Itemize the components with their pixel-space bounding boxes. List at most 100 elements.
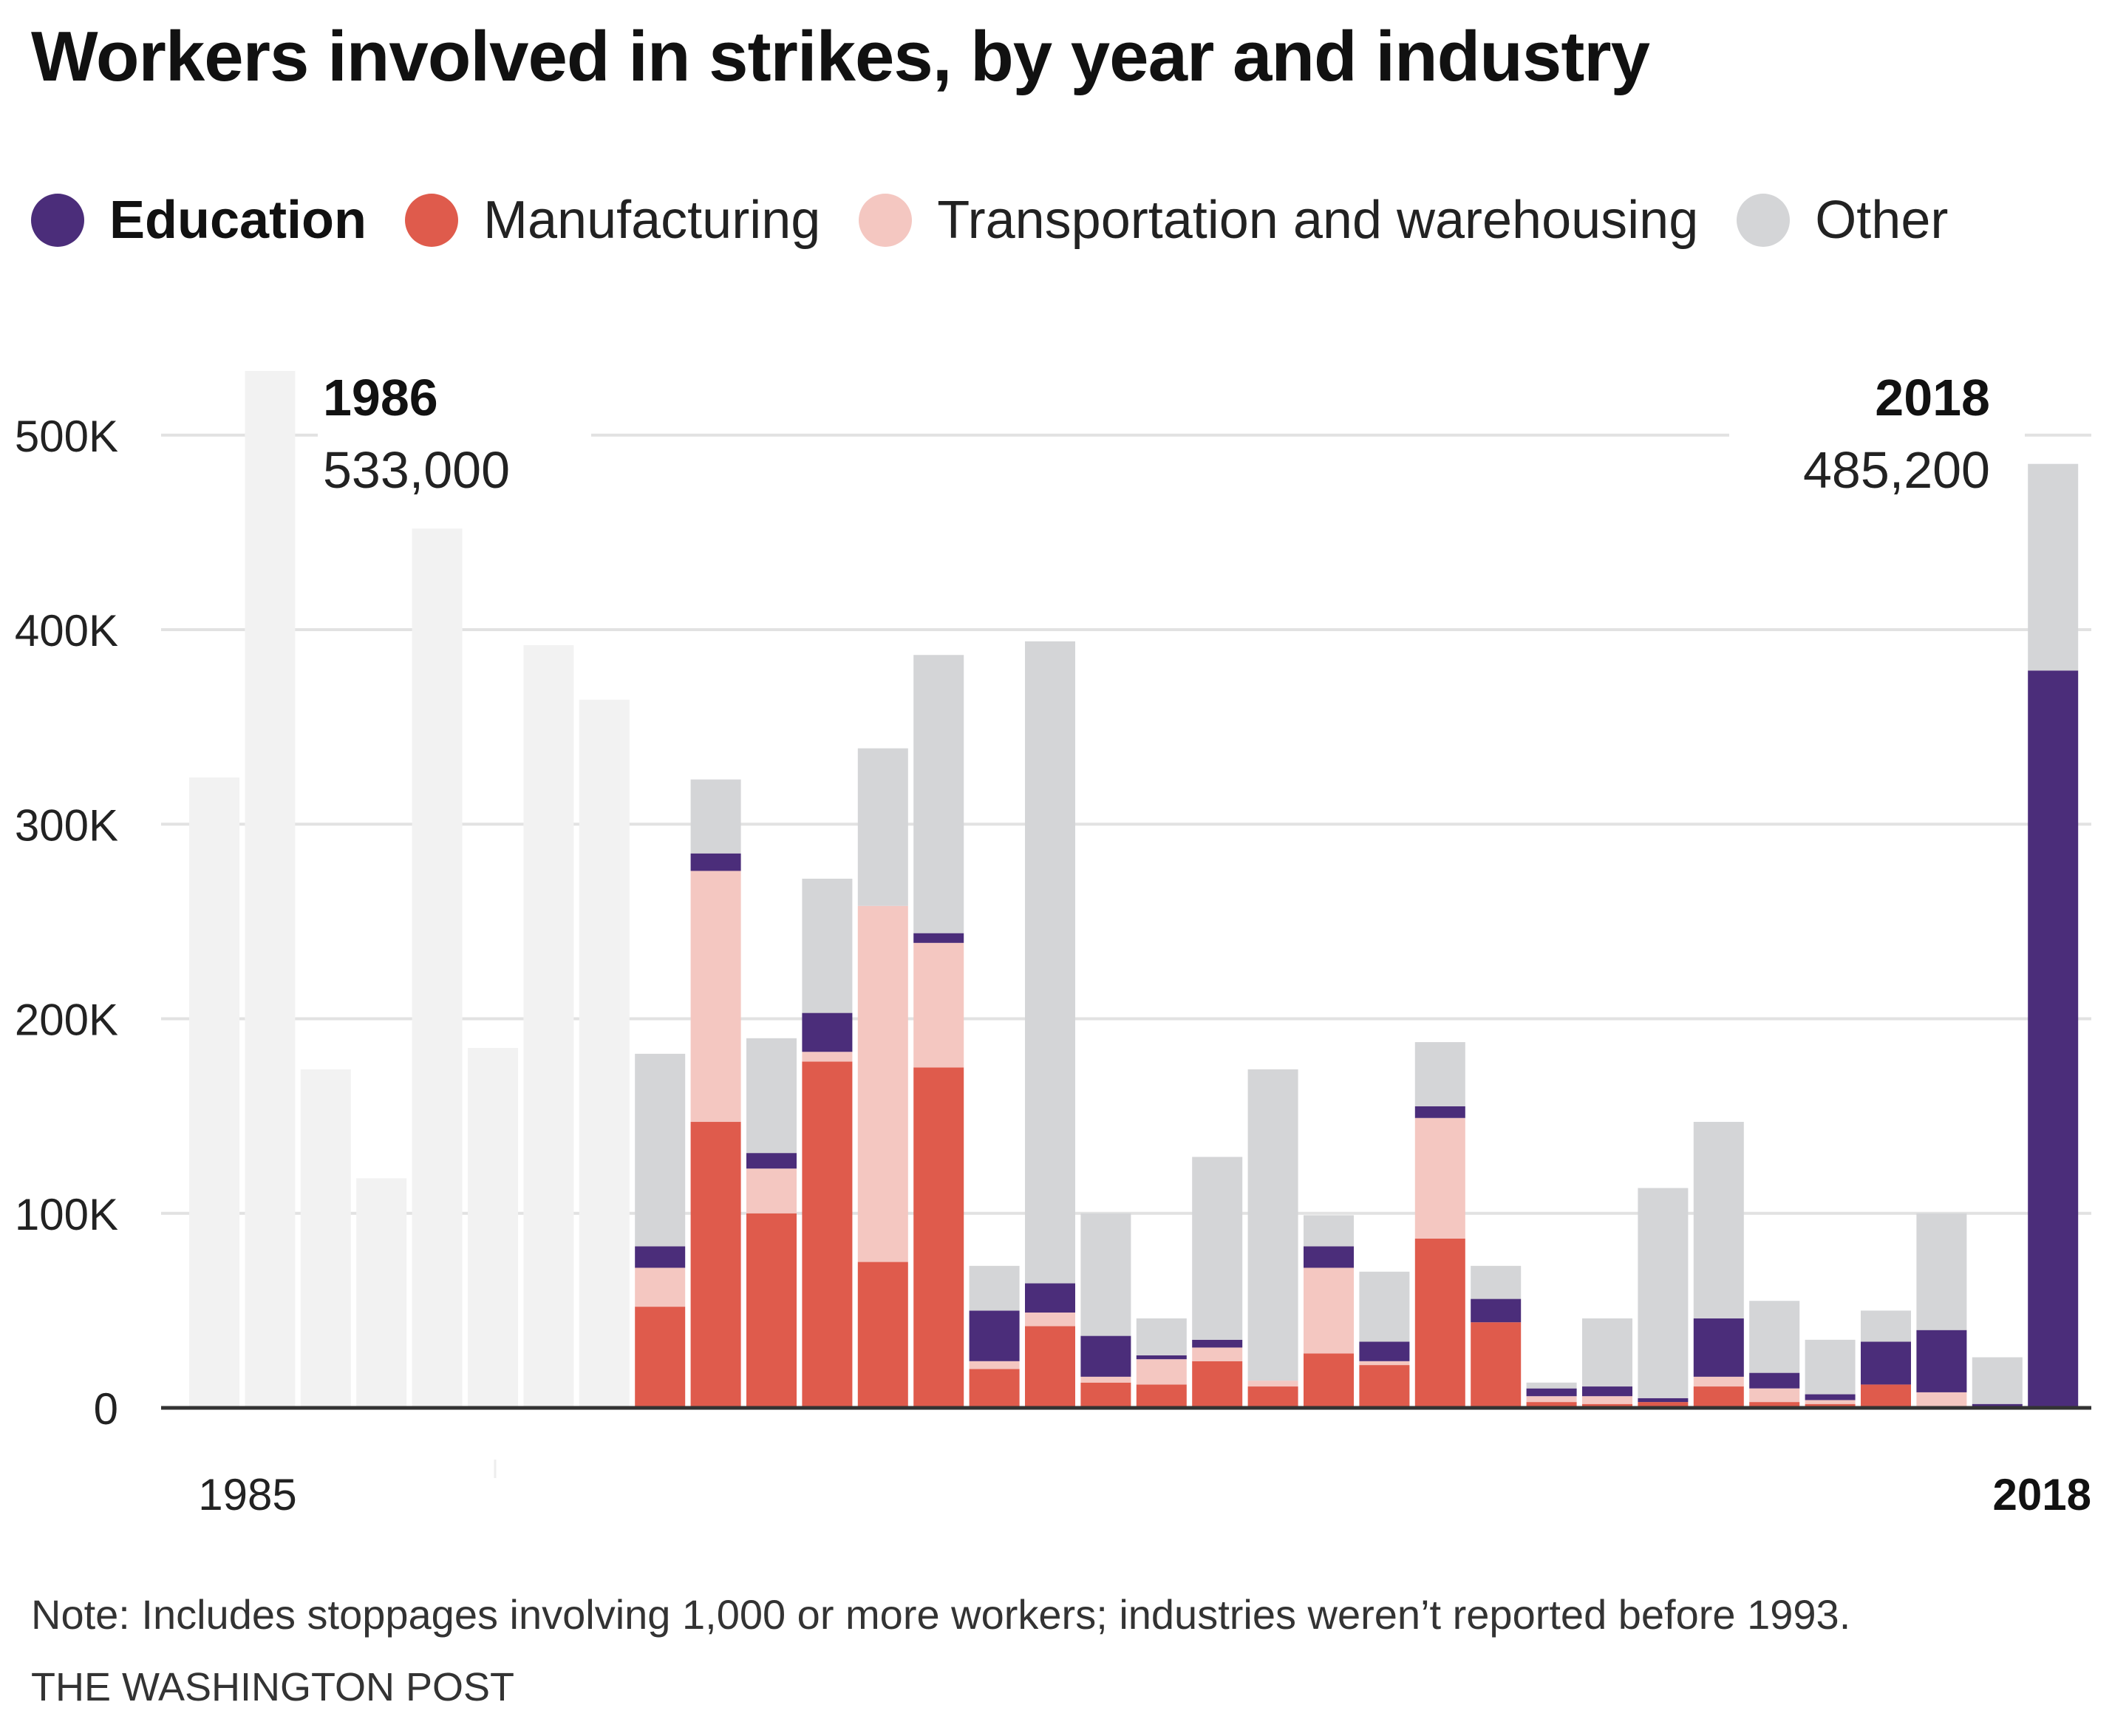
legend-item-transportation: Transportation and warehousing	[859, 190, 1698, 251]
bar-segment-education-2005	[1304, 1246, 1354, 1268]
bar-segment-education-1996	[802, 1012, 853, 1052]
bar-segment-other-2004	[1247, 1069, 1298, 1381]
bar-segment-other-2002	[1136, 1318, 1187, 1355]
bar-total-1991	[523, 645, 574, 1408]
annotation-backdrop	[318, 414, 591, 499]
bar-segment-education-1999	[969, 1310, 1020, 1361]
legend-item-education: Education	[31, 190, 367, 251]
bar-segment-manufacturing-1995	[746, 1213, 797, 1408]
legend-item-other: Other	[1737, 190, 1948, 251]
bar-segment-education-2014	[1805, 1394, 1856, 1400]
bar-segment-other-2015	[1861, 1310, 1911, 1342]
bar-segment-other-2009	[1526, 1382, 1577, 1389]
bar-segment-manufacturing-2004	[1247, 1386, 1298, 1408]
bar-segment-other-2014	[1805, 1339, 1856, 1395]
y-tick-label: 300K	[15, 800, 118, 850]
bar-segment-transportation-and-warehousing-2001	[1080, 1376, 1131, 1383]
bar-segment-transportation-and-warehousing-1993	[635, 1267, 686, 1307]
bar-segment-education-1998	[913, 933, 964, 943]
legend-swatch-transportation	[859, 194, 913, 247]
y-tick-label: 200K	[15, 995, 118, 1045]
bar-segment-manufacturing-2001	[1080, 1382, 1131, 1408]
bar-segment-manufacturing-1997	[857, 1262, 908, 1408]
bar-segment-education-2001	[1080, 1335, 1131, 1377]
bar-segment-education-2006	[1359, 1341, 1410, 1361]
bar-segment-manufacturing-2009	[1526, 1402, 1577, 1408]
bar-segment-manufacturing-2003	[1192, 1361, 1243, 1408]
bar-segment-transportation-and-warehousing-2006	[1359, 1361, 1410, 1366]
bar-total-1987	[300, 1069, 351, 1408]
bar-segment-education-2007	[1414, 1106, 1465, 1118]
bar-segment-other-2018	[2028, 463, 2079, 671]
bar-segment-transportation-and-warehousing-2014	[1805, 1400, 1856, 1404]
bar-segment-manufacturing-2005	[1304, 1353, 1354, 1408]
bar-segment-education-2012	[1693, 1318, 1744, 1377]
bar-segment-other-2010	[1582, 1318, 1632, 1387]
bar-segment-education-2018	[2028, 670, 2079, 1408]
bar-segment-transportation-and-warehousing-1997	[857, 905, 908, 1262]
y-tick-label: 400K	[15, 606, 118, 656]
legend-item-manufacturing: Manufacturing	[405, 190, 820, 251]
bar-segment-transportation-and-warehousing-1994	[690, 871, 741, 1123]
bar-segment-transportation-and-warehousing-2007	[1414, 1117, 1465, 1239]
annotation-backdrop	[1729, 414, 2025, 499]
y-tick-label: 100K	[15, 1190, 118, 1239]
bar-segment-manufacturing-2000	[1025, 1326, 1075, 1408]
bar-segment-manufacturing-1998	[913, 1067, 964, 1408]
annotation-peak-year: 1986	[323, 369, 438, 426]
bar-segment-other-2017	[1972, 1357, 2023, 1404]
bar-segment-transportation-and-warehousing-1995	[746, 1168, 797, 1214]
bar-segment-other-1999	[969, 1265, 1020, 1311]
bar-segment-education-2013	[1749, 1372, 1800, 1389]
bar-segment-other-2016	[1916, 1213, 1967, 1330]
bar-total-1990	[468, 1047, 518, 1408]
bar-total-1989	[412, 528, 463, 1408]
bar-segment-manufacturing-2015	[1861, 1384, 1911, 1408]
chart-title: Workers involved in strikes, by year and…	[31, 17, 1650, 96]
bar-segment-education-2011	[1638, 1398, 1689, 1403]
legend-swatch-other	[1737, 194, 1791, 247]
bar-segment-transportation-and-warehousing-2010	[1582, 1396, 1632, 1404]
x-tick-label-last: 2018	[1993, 1470, 2091, 1519]
bar-segment-manufacturing-2007	[1414, 1238, 1465, 1408]
legend-label-education: Education	[109, 191, 367, 250]
bar-segment-education-2009	[1526, 1388, 1577, 1397]
bar-segment-education-2010	[1582, 1386, 1632, 1397]
bar-segment-other-1997	[857, 748, 908, 906]
bar-segment-manufacturing-2010	[1582, 1403, 1632, 1408]
bar-segment-transportation-and-warehousing-2013	[1749, 1388, 1800, 1403]
footnote: Note: Includes stoppages involving 1,000…	[31, 1591, 1851, 1638]
bar-segment-manufacturing-2002	[1136, 1384, 1187, 1408]
bar-segment-manufacturing-2006	[1359, 1365, 1410, 1408]
bar-total-1985	[189, 777, 239, 1408]
bar-segment-transportation-and-warehousing-2012	[1693, 1376, 1744, 1387]
bar-segment-other-1998	[913, 655, 964, 933]
bar-segment-other-1995	[746, 1038, 797, 1154]
annotation-latest-value: 485,200	[1803, 441, 1990, 499]
bar-segment-other-1994	[690, 779, 741, 854]
source-credit: THE WASHINGTON POST	[31, 1665, 515, 1709]
bar-segment-manufacturing-2008	[1471, 1322, 1522, 1408]
legend-swatch-education	[31, 194, 84, 247]
legend: Education Manufacturing Transportation a…	[31, 185, 1986, 256]
bar-segment-transportation-and-warehousing-2000	[1025, 1313, 1075, 1327]
bar-segment-transportation-and-warehousing-2004	[1247, 1381, 1298, 1387]
bar-total-1992	[579, 699, 630, 1408]
bar-segment-other-2012	[1693, 1122, 1744, 1318]
legend-label-manufacturing: Manufacturing	[483, 191, 821, 250]
bar-segment-education-1995	[746, 1153, 797, 1169]
bar-segment-education-2015	[1861, 1341, 1911, 1385]
bar-segment-education-1993	[635, 1246, 686, 1268]
bar-segment-other-2006	[1359, 1271, 1410, 1342]
bar-segment-manufacturing-2014	[1805, 1403, 1856, 1408]
bar-segment-education-2017	[1972, 1403, 2023, 1408]
y-tick-label: 0	[94, 1384, 118, 1434]
bar-segment-manufacturing-1994	[690, 1122, 741, 1408]
annotation-peak-value: 533,000	[323, 441, 510, 499]
bar-segment-education-2003	[1192, 1339, 1243, 1348]
bar-segment-transportation-and-warehousing-2016	[1916, 1392, 1967, 1406]
bar-segment-manufacturing-1996	[802, 1061, 853, 1408]
bar-segment-transportation-and-warehousing-2002	[1136, 1359, 1187, 1385]
bar-segment-transportation-and-warehousing-2003	[1192, 1347, 1243, 1361]
bar-segment-other-2007	[1414, 1042, 1465, 1106]
